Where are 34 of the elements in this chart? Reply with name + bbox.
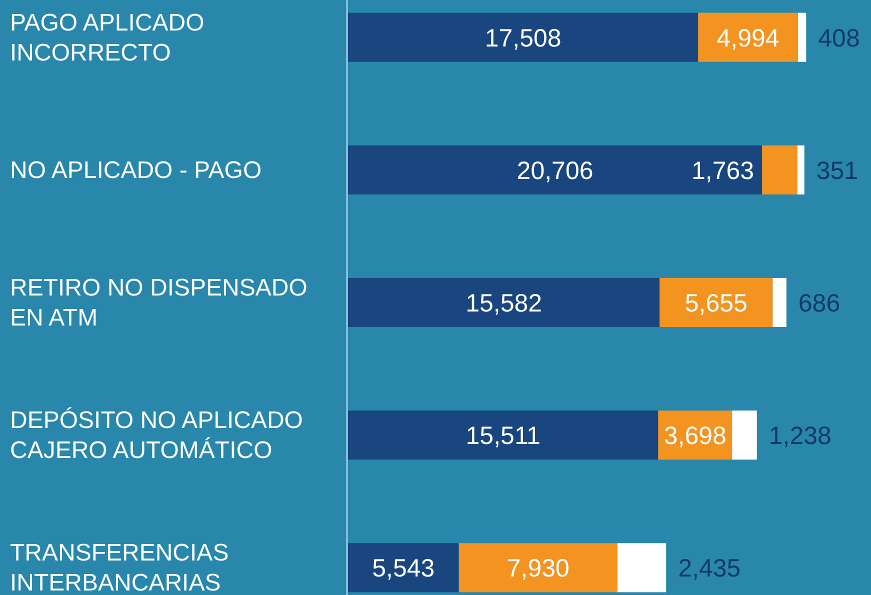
bar — [732, 410, 757, 460]
y-tick-label: TRANSFERENCIAS INTERBANCARIAS — [10, 540, 229, 595]
data-label: 1,763 — [692, 156, 754, 185]
bar — [660, 278, 773, 328]
bar — [772, 278, 786, 328]
bar — [348, 12, 698, 62]
y-tick-label: NO APLICADO - PAGO — [10, 156, 262, 184]
data-label: 20,706 — [516, 156, 594, 185]
y-tick-label: RETIRO NO DISPENSADO EN ATM — [10, 274, 308, 332]
bar — [617, 543, 666, 592]
y-tick-label: PAGO APLICADO INCORRECTO — [10, 9, 204, 66]
data-label: 17,508 — [484, 24, 562, 52]
data-label: 15,511 — [466, 422, 540, 450]
bar — [797, 145, 804, 194]
data-label: 5,543 — [372, 554, 435, 583]
data-label: 7,930 — [506, 554, 570, 583]
bar — [762, 145, 798, 194]
bar — [348, 410, 658, 460]
bar — [348, 278, 660, 328]
bar — [798, 12, 806, 62]
bar — [698, 12, 798, 62]
data-label: 1,238 — [768, 422, 832, 450]
data-label: 4,994 — [716, 24, 780, 52]
data-label: 3,698 — [664, 422, 726, 450]
y-tick-label: DEPÓSITO NO APLICADO CAJERO AUTOMÁTICO — [10, 407, 303, 464]
bar — [348, 543, 459, 592]
data-label: 5,655 — [684, 290, 748, 318]
bar — [458, 543, 618, 592]
data-label: 408 — [818, 24, 860, 52]
data-label: 15,582 — [466, 290, 542, 318]
bar — [348, 145, 762, 194]
data-label: 686 — [798, 290, 840, 318]
data-label: 351 — [816, 156, 858, 185]
data-label: 2,435 — [678, 554, 741, 583]
